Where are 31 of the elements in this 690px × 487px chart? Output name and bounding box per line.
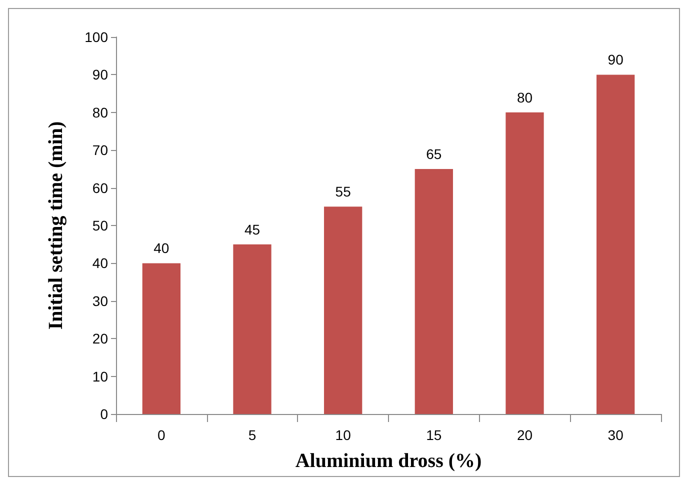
data-label: 40 — [154, 240, 170, 256]
x-tick-label: 5 — [248, 427, 256, 443]
y-tick-label: 60 — [92, 180, 108, 196]
x-tick-label: 30 — [608, 427, 624, 443]
data-label: 90 — [608, 52, 624, 68]
data-label: 55 — [335, 184, 352, 200]
y-tick-label: 100 — [84, 29, 108, 45]
y-tick-label: 0 — [100, 406, 108, 422]
y-tick-label: 90 — [92, 66, 108, 83]
y-tick-label: 40 — [92, 255, 108, 272]
x-tick-label: 0 — [158, 427, 166, 443]
y-tick-label: 20 — [92, 330, 108, 347]
x-tick-label: 15 — [426, 427, 442, 443]
bar — [324, 206, 362, 414]
x-axis-title: Aluminium dross (%) — [295, 450, 482, 472]
data-label: 65 — [426, 146, 442, 162]
bar — [414, 168, 453, 414]
bar — [596, 74, 635, 414]
bar — [233, 244, 272, 414]
x-tick-label: 20 — [516, 427, 533, 443]
y-tick-label: 10 — [92, 368, 108, 384]
y-tick-label: 80 — [92, 104, 108, 120]
y-tick-label: 30 — [92, 292, 108, 309]
x-tick-label: 10 — [335, 427, 352, 443]
y-tick-label: 70 — [92, 142, 108, 158]
data-label: 80 — [516, 89, 533, 106]
y-tick-label: 50 — [92, 218, 108, 234]
bar — [142, 263, 180, 414]
y-axis-title: Initial setting time (min) — [45, 121, 67, 330]
bar — [506, 112, 544, 414]
data-label: 45 — [244, 221, 260, 238]
